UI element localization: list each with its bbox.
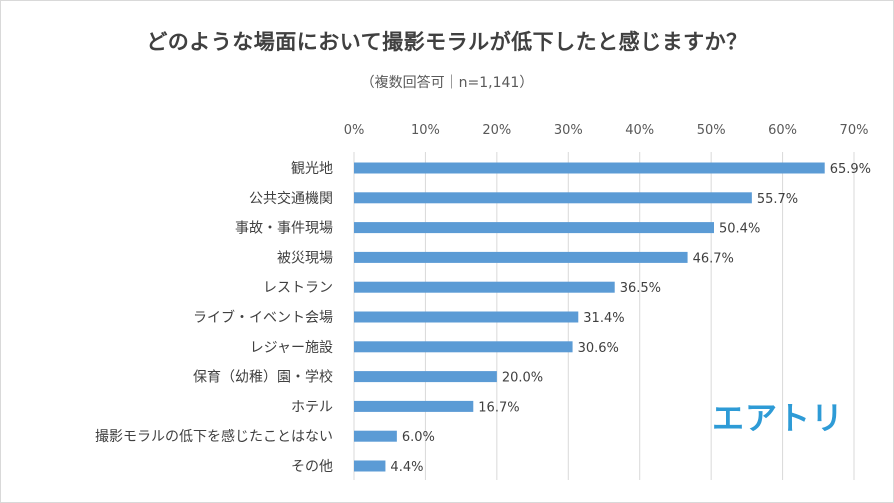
x-tick-label: 50% <box>697 123 726 138</box>
data-label: 65.9% <box>830 162 871 177</box>
brand-logo: エアトリ <box>712 399 845 437</box>
data-label: 50.4% <box>719 222 760 237</box>
category-label: 被災現場 <box>277 250 333 266</box>
data-label: 46.7% <box>693 251 734 266</box>
category-label: 保育（幼稚）園・学校 <box>193 369 333 386</box>
bar <box>354 192 752 204</box>
x-tick-label: 60% <box>768 123 797 138</box>
data-label: 16.7% <box>478 400 519 415</box>
category-label: その他 <box>291 459 333 475</box>
x-tick-label: 40% <box>625 123 654 138</box>
x-tick-label: 10% <box>411 123 440 138</box>
category-label: レストラン <box>263 280 333 296</box>
chart-subtitle: （複数回答可｜n=1,141） <box>360 75 534 91</box>
data-label: 6.0% <box>402 430 435 445</box>
x-tick-label: 20% <box>482 123 511 138</box>
bar <box>354 222 714 234</box>
category-label: 事故・事件現場 <box>235 221 333 237</box>
data-label: 55.7% <box>757 192 798 207</box>
bar <box>354 460 386 472</box>
category-label: 撮影モラルの低下を感じたことはない <box>95 428 333 445</box>
chart-title: どのような場面において撮影モラルが低下したと感じますか？ <box>146 30 748 54</box>
bar <box>354 400 474 412</box>
x-tick-label: 30% <box>554 123 583 138</box>
data-label: 4.4% <box>390 460 423 475</box>
bar <box>354 162 825 174</box>
data-label: 30.6% <box>578 341 619 356</box>
bar <box>354 371 497 383</box>
bar <box>354 311 579 323</box>
category-label: ライブ・イベント会場 <box>193 309 333 326</box>
bar <box>354 281 615 293</box>
category-label: 公共交通機関 <box>249 190 333 207</box>
data-label: 36.5% <box>620 281 661 296</box>
bar <box>354 251 688 263</box>
x-tick-label: 0% <box>344 123 365 138</box>
x-tick-label: 70% <box>840 123 869 138</box>
category-label: ホテル <box>291 399 333 415</box>
category-label: レジャー施設 <box>250 340 333 356</box>
data-label: 31.4% <box>583 311 624 326</box>
bar <box>354 341 573 353</box>
data-label: 20.0% <box>502 371 543 386</box>
category-label: 観光地 <box>291 160 333 177</box>
bar <box>354 430 397 442</box>
